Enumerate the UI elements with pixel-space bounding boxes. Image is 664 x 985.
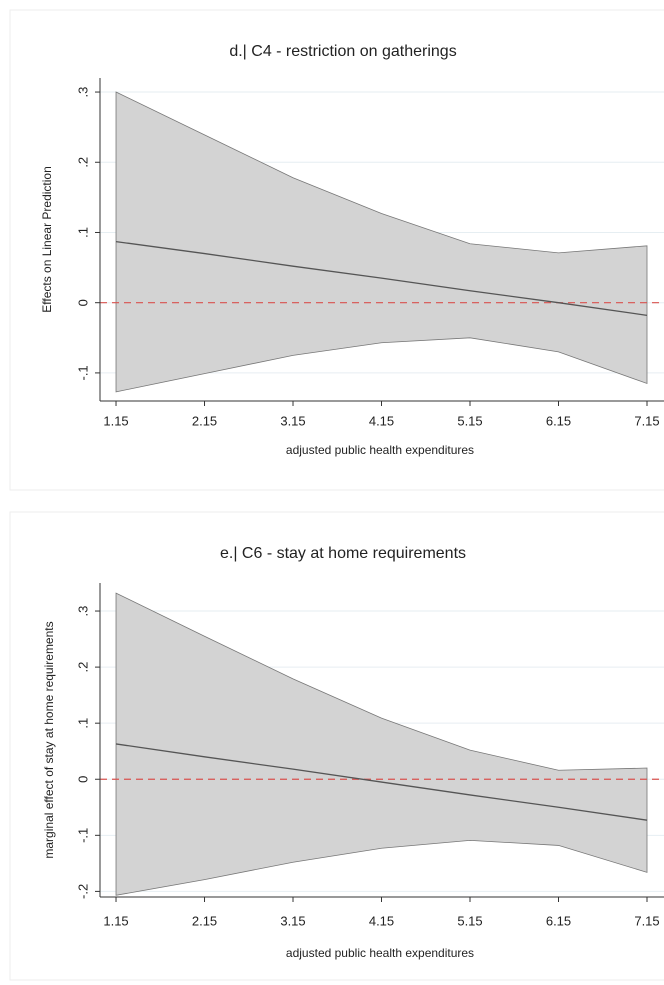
confidence-band <box>115 592 648 896</box>
x-tick-label: 2.15 <box>192 913 217 928</box>
y-tick-label: -.1 <box>75 828 90 843</box>
y-tick-label: .3 <box>75 87 90 98</box>
y-tick-label: .2 <box>75 157 90 168</box>
y-tick-label: -.1 <box>75 365 90 380</box>
estimate-line <box>115 240 648 316</box>
x-tick-label: 7.15 <box>634 413 659 428</box>
chart-title: e.| C6 - stay at home requirements <box>220 545 466 562</box>
x-tick-label: 4.15 <box>369 913 394 928</box>
x-axis-label: adjusted public health expenditures <box>286 946 474 960</box>
x-tick-label: 5.15 <box>457 913 482 928</box>
y-tick-label: -.2 <box>75 884 90 899</box>
x-tick-label: 7.15 <box>634 913 659 928</box>
confidence-band <box>115 91 648 393</box>
x-tick-label: 6.15 <box>546 413 571 428</box>
y-tick-label: .2 <box>75 662 90 673</box>
estimate-line <box>115 743 648 821</box>
x-tick-label: 3.15 <box>280 413 305 428</box>
chart-title: d.| C4 - restriction on gatherings <box>229 43 456 60</box>
x-axis-label: adjusted public health expenditures <box>286 443 474 457</box>
y-tick-label: .1 <box>75 227 90 238</box>
x-tick-label: 1.15 <box>103 413 128 428</box>
y-axis-label: marginal effect of stay at home requirem… <box>42 621 56 858</box>
x-tick-label: 4.15 <box>369 413 394 428</box>
y-axis-label: Effects on Linear Prediction <box>40 166 54 313</box>
y-tick-label: 0 <box>75 299 90 306</box>
y-tick-label: .3 <box>75 606 90 617</box>
x-tick-label: 3.15 <box>280 913 305 928</box>
y-tick-label: 0 <box>75 776 90 783</box>
x-tick-label: 2.15 <box>192 413 217 428</box>
y-tick-label: .1 <box>75 718 90 729</box>
x-tick-label: 5.15 <box>457 413 482 428</box>
x-tick-label: 1.15 <box>103 913 128 928</box>
x-tick-label: 6.15 <box>546 913 571 928</box>
